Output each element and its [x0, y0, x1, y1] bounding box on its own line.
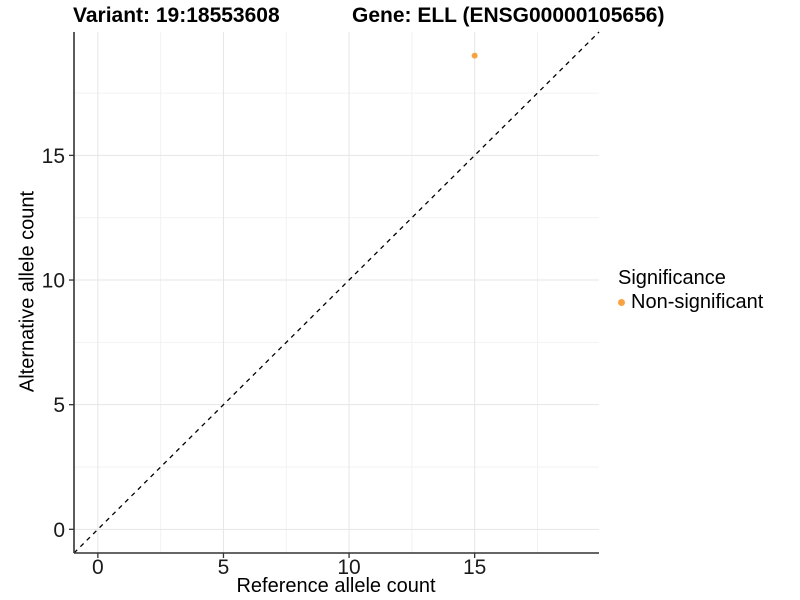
legend-item-label: Non-significant	[631, 291, 764, 313]
y-axis-title: Alternative allele count	[16, 190, 39, 393]
y-tick-label: 15	[42, 145, 65, 168]
x-tick-label: 0	[92, 556, 104, 579]
plot-title-gene: Gene: ELL (ENSG00000105656)	[352, 4, 665, 27]
identity-line	[73, 31, 600, 554]
plot-title-variant: Variant: 19:18553608	[73, 4, 280, 27]
y-tick-label: 0	[53, 519, 65, 542]
y-tick-label: 10	[42, 270, 65, 293]
x-tick-label: 10	[337, 556, 360, 579]
legend-point-icon	[618, 299, 625, 306]
legend-title: Significance	[618, 267, 726, 289]
legend: Significance Non-significant	[618, 266, 763, 314]
y-tick-label: 5	[53, 394, 65, 417]
legend-item-non-significant: Non-significant	[618, 291, 763, 314]
data-point	[471, 52, 478, 59]
x-axis-title: Reference allele count	[236, 575, 436, 597]
x-tick-label: 5	[218, 556, 230, 579]
x-tick-label: 15	[463, 556, 486, 579]
